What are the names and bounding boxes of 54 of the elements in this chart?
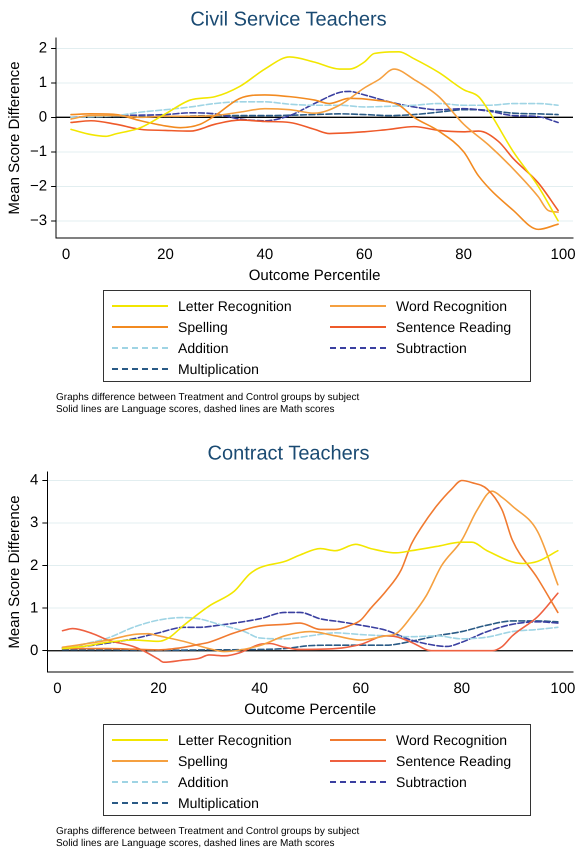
text: Solid lines are Language scores, dashed lines are Math scores xyxy=(56,404,336,416)
legend-label: Letter Recognition xyxy=(178,298,292,314)
x-tick-label: 0 xyxy=(53,680,62,698)
text: Solid lines are Language scores, dashed lines are Math scores xyxy=(56,838,336,850)
y-tick-label: 0 xyxy=(30,642,38,659)
y-tick-label: 0 xyxy=(38,108,48,126)
legend-label: Subtraction xyxy=(396,340,467,356)
line-series xyxy=(62,592,559,664)
x-tick-label: 40 xyxy=(256,246,274,264)
y-tick-label: 2 xyxy=(38,39,48,56)
y-axis-title: Mean Score Difference xyxy=(6,61,24,215)
line-series xyxy=(70,94,559,230)
legend-label: Spelling xyxy=(178,752,228,768)
x-tick-label: 80 xyxy=(455,246,472,264)
x-axis-title: Outcome Percentile xyxy=(248,267,380,284)
legend-label: Spelling xyxy=(178,318,228,334)
legend-label: Multiplication xyxy=(178,360,259,376)
legend-label: Letter Recognition xyxy=(178,732,292,748)
line-series xyxy=(70,68,559,213)
x-axis-title: Outcome Percentile xyxy=(244,701,376,718)
x-tick-label: 0 xyxy=(62,246,70,264)
legend-label: Subtraction xyxy=(396,774,467,790)
x-tick-label: 100 xyxy=(550,680,576,698)
chart-title: Civil Service Teachers xyxy=(190,8,387,31)
chart-title: Contract Teachers xyxy=(208,442,370,465)
x-tick-label: 20 xyxy=(157,246,174,264)
legend-label: Addition xyxy=(178,774,229,790)
legend-label: Word Recognition xyxy=(396,732,508,748)
y-tick-label: −1 xyxy=(30,142,48,160)
y-tick-label: 3 xyxy=(30,514,38,532)
x-tick-label: 40 xyxy=(251,680,268,698)
y-axis-title: Mean Score Difference xyxy=(6,495,24,649)
x-tick-label: 20 xyxy=(150,680,167,698)
x-tick-label: 60 xyxy=(356,246,373,264)
legend-label: Multiplication xyxy=(178,794,259,810)
x-tick-label: 80 xyxy=(453,680,470,698)
y-tick-label: 1 xyxy=(38,74,48,91)
line-series xyxy=(70,119,559,212)
x-tick-label: 60 xyxy=(352,680,370,698)
legend-label: Word Recognition xyxy=(396,298,508,314)
y-tick-label: 2 xyxy=(30,556,38,574)
y-tick-label: 4 xyxy=(30,472,38,489)
text: Graphs difference between Treatment and Control groups by subject xyxy=(56,392,360,404)
x-tick-label: 100 xyxy=(550,246,576,264)
y-tick-label: 1 xyxy=(30,599,38,616)
line-series xyxy=(70,50,559,222)
line-series xyxy=(62,541,559,650)
line-series xyxy=(70,100,559,118)
legend-label: Addition xyxy=(178,340,229,356)
legend-label: Sentence Reading xyxy=(396,318,512,334)
text: Graphs difference between Treatment and Control groups by subject xyxy=(56,826,360,838)
y-tick-label: −3 xyxy=(30,212,48,229)
legend-label: Sentence Reading xyxy=(396,752,512,768)
y-tick-label: −2 xyxy=(30,177,48,194)
